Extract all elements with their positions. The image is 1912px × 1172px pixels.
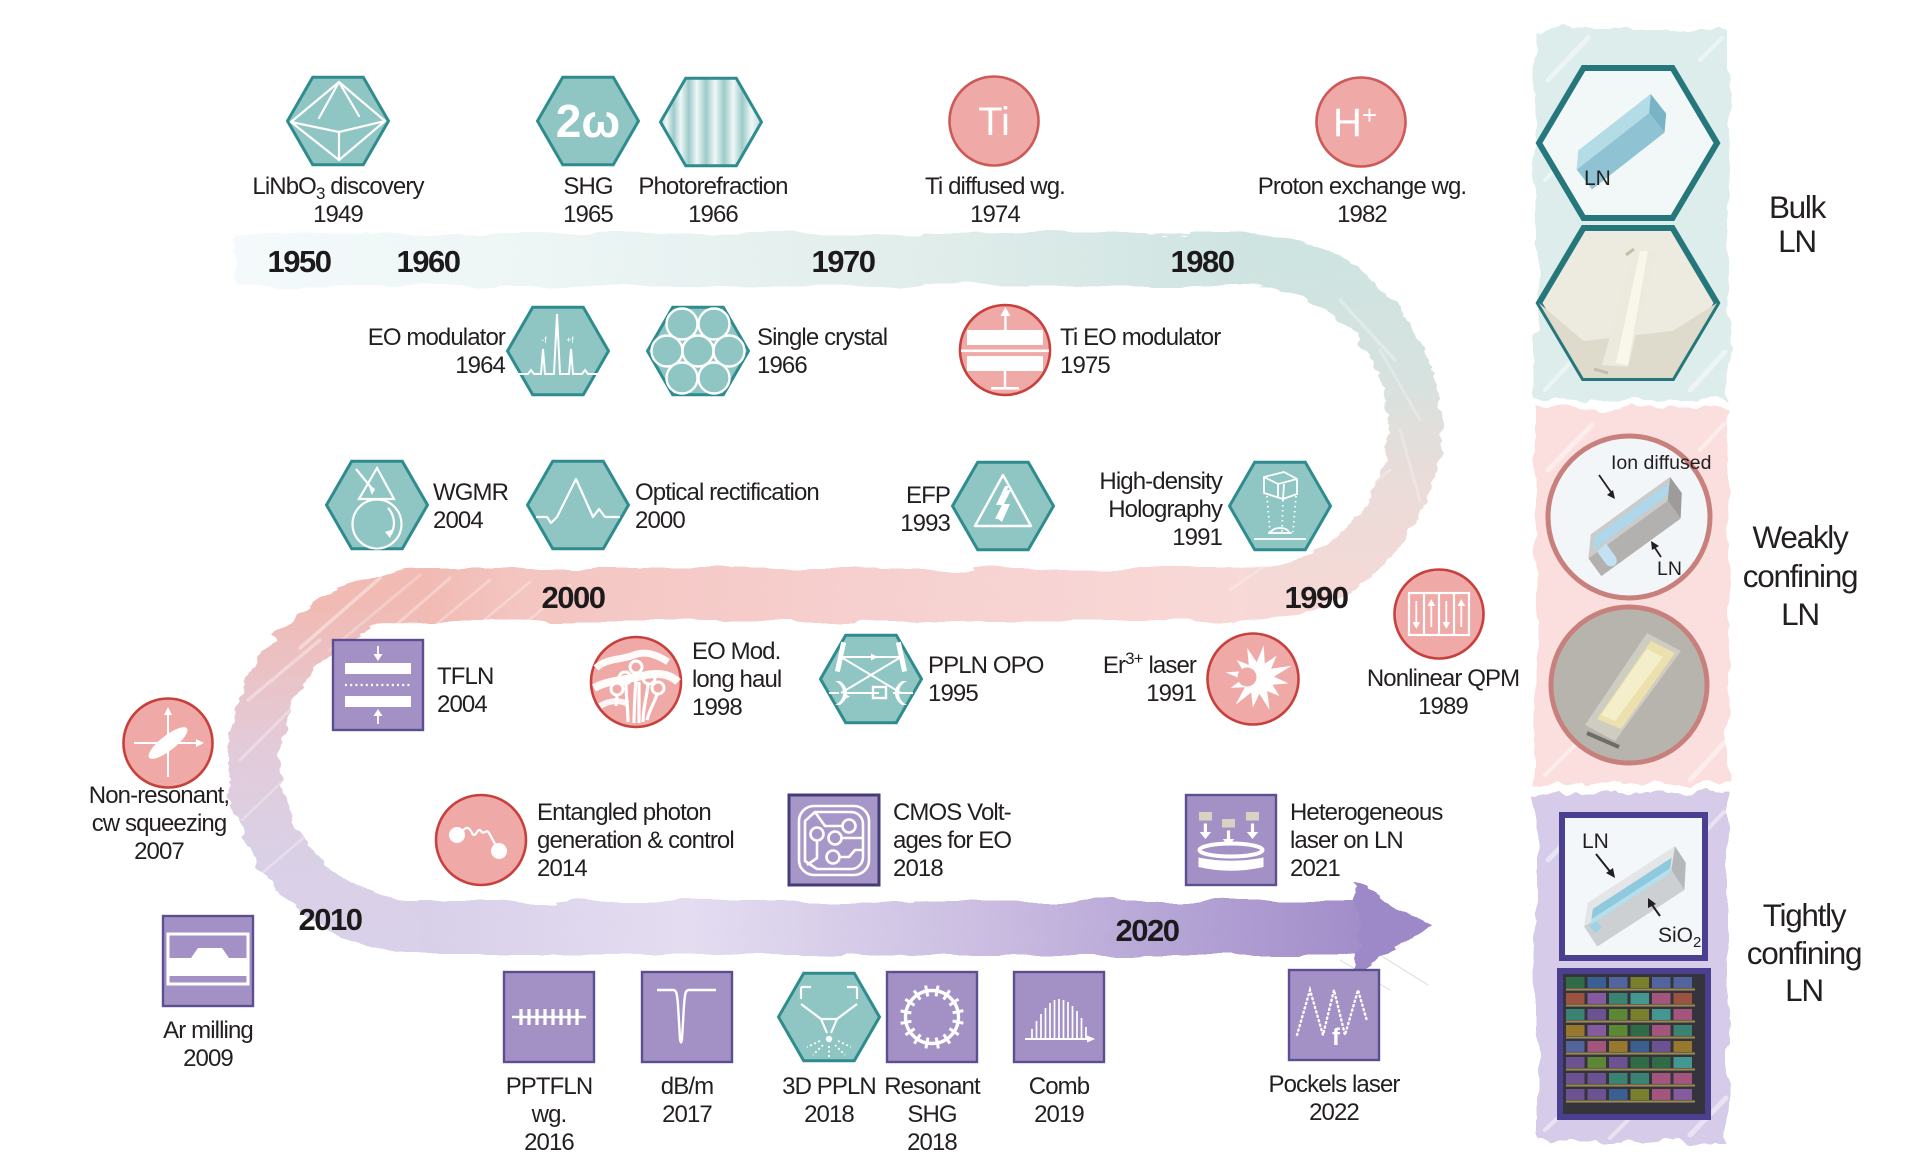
svg-text:2016: 2016 bbox=[524, 1129, 574, 1156]
svg-text:Ion diffused: Ion diffused bbox=[1611, 452, 1711, 474]
svg-text:2021: 2021 bbox=[1290, 855, 1340, 882]
svg-text:Photorefraction: Photorefraction bbox=[638, 173, 787, 200]
svg-text:1949: 1949 bbox=[313, 201, 363, 228]
svg-text:1966: 1966 bbox=[757, 352, 807, 379]
svg-text:1965: 1965 bbox=[563, 201, 613, 228]
svg-text:PPTFLN: PPTFLN bbox=[506, 1073, 593, 1100]
svg-text:1980: 1980 bbox=[1171, 244, 1234, 279]
svg-text:2010: 2010 bbox=[299, 902, 362, 937]
svg-text:1966: 1966 bbox=[688, 201, 738, 228]
svg-text:EFP: EFP bbox=[906, 482, 950, 509]
svg-text:Ti diffused wg.: Ti diffused wg. bbox=[925, 173, 1065, 200]
svg-text:1974: 1974 bbox=[970, 201, 1020, 228]
svg-text:2004: 2004 bbox=[433, 507, 483, 534]
svg-text:Er3+ laser: Er3+ laser bbox=[1103, 649, 1197, 679]
svg-text:2020: 2020 bbox=[1116, 913, 1179, 948]
svg-text:laser on LN: laser on LN bbox=[1290, 827, 1403, 854]
svg-text:2004: 2004 bbox=[437, 691, 487, 718]
svg-text:1998: 1998 bbox=[692, 694, 742, 721]
svg-text:2018: 2018 bbox=[893, 855, 943, 882]
svg-text:2019: 2019 bbox=[1034, 1101, 1084, 1128]
svg-text:1995: 1995 bbox=[928, 680, 978, 707]
svg-text:Heterogeneous: Heterogeneous bbox=[1290, 799, 1443, 826]
svg-text:dB/m: dB/m bbox=[661, 1073, 713, 1100]
svg-text:Pockels laser: Pockels laser bbox=[1268, 1071, 1400, 1098]
svg-text:Proton exchange wg.: Proton exchange wg. bbox=[1258, 173, 1466, 200]
svg-text:ages for EO: ages for EO bbox=[893, 827, 1011, 854]
svg-text:LiNbO3 discovery: LiNbO3 discovery bbox=[252, 173, 424, 203]
svg-text:LN: LN bbox=[1785, 972, 1823, 1008]
svg-text:Ar milling: Ar milling bbox=[163, 1017, 253, 1044]
svg-text:WGMR: WGMR bbox=[433, 479, 509, 506]
svg-text:LN: LN bbox=[1584, 167, 1611, 190]
svg-text:1991: 1991 bbox=[1146, 680, 1196, 707]
svg-text:2018: 2018 bbox=[804, 1101, 854, 1128]
svg-text:EO modulator: EO modulator bbox=[368, 324, 506, 351]
svg-text:Entangled photon: Entangled photon bbox=[537, 799, 711, 826]
svg-text:2017: 2017 bbox=[662, 1101, 712, 1128]
svg-text:long haul: long haul bbox=[692, 666, 781, 693]
svg-text:High-density: High-density bbox=[1099, 468, 1222, 495]
svg-text:confining: confining bbox=[1743, 558, 1857, 594]
svg-text:Optical rectification: Optical rectification bbox=[635, 479, 819, 506]
svg-text:1970: 1970 bbox=[812, 244, 875, 279]
svg-text:PPLN OPO: PPLN OPO bbox=[928, 652, 1044, 679]
svg-text:2ω: 2ω bbox=[556, 95, 620, 147]
svg-text:SHG: SHG bbox=[907, 1101, 956, 1128]
svg-text:f: f bbox=[1332, 1024, 1341, 1051]
svg-text:1989: 1989 bbox=[1418, 693, 1468, 720]
svg-text:Holography: Holography bbox=[1108, 496, 1223, 523]
svg-text:Resonant: Resonant bbox=[884, 1073, 981, 1100]
svg-text:1982: 1982 bbox=[1337, 201, 1387, 228]
svg-text:1964: 1964 bbox=[455, 352, 505, 379]
svg-text:Ti: Ti bbox=[978, 100, 1010, 144]
svg-text:TFLN: TFLN bbox=[437, 663, 493, 690]
svg-text:2007: 2007 bbox=[134, 838, 184, 865]
svg-text:wg.: wg. bbox=[531, 1101, 567, 1128]
svg-text:Weakly: Weakly bbox=[1753, 519, 1849, 555]
svg-text:1990: 1990 bbox=[1285, 580, 1348, 615]
svg-text:Non-resonant,: Non-resonant, bbox=[89, 782, 229, 809]
svg-text:cw squeezing: cw squeezing bbox=[92, 810, 227, 837]
svg-text:LN: LN bbox=[1657, 558, 1682, 580]
svg-text:Single crystal: Single crystal bbox=[757, 324, 887, 351]
svg-text:LN: LN bbox=[1582, 830, 1609, 853]
svg-text:+f: +f bbox=[566, 335, 574, 345]
svg-text:1991: 1991 bbox=[1172, 524, 1222, 551]
svg-text:1960: 1960 bbox=[397, 244, 460, 279]
svg-text:LN: LN bbox=[1778, 223, 1816, 259]
svg-text:LN: LN bbox=[1781, 596, 1819, 632]
svg-text:generation & control: generation & control bbox=[537, 827, 734, 854]
svg-text:2000: 2000 bbox=[635, 507, 685, 534]
svg-text:2018: 2018 bbox=[907, 1129, 957, 1156]
svg-text:2022: 2022 bbox=[1309, 1099, 1359, 1126]
svg-text:EO Mod.: EO Mod. bbox=[692, 638, 780, 665]
svg-text:2014: 2014 bbox=[537, 855, 587, 882]
svg-text:SHG: SHG bbox=[563, 173, 612, 200]
svg-text:Ti EO modulator: Ti EO modulator bbox=[1060, 324, 1221, 351]
svg-text:CMOS Volt-: CMOS Volt- bbox=[893, 799, 1011, 826]
svg-text:2009: 2009 bbox=[183, 1045, 233, 1072]
svg-text:-f: -f bbox=[541, 335, 547, 345]
svg-text:Bulk: Bulk bbox=[1769, 189, 1827, 225]
svg-text:1993: 1993 bbox=[900, 510, 950, 537]
svg-text:1950: 1950 bbox=[268, 244, 331, 279]
svg-text:1975: 1975 bbox=[1060, 352, 1110, 379]
svg-text:3D PPLN: 3D PPLN bbox=[782, 1073, 876, 1100]
svg-text:Tightly: Tightly bbox=[1763, 897, 1847, 933]
svg-text:2000: 2000 bbox=[542, 580, 605, 615]
svg-text:Nonlinear QPM: Nonlinear QPM bbox=[1367, 665, 1519, 692]
svg-text:confining: confining bbox=[1747, 935, 1861, 971]
svg-text:Comb: Comb bbox=[1029, 1073, 1090, 1100]
